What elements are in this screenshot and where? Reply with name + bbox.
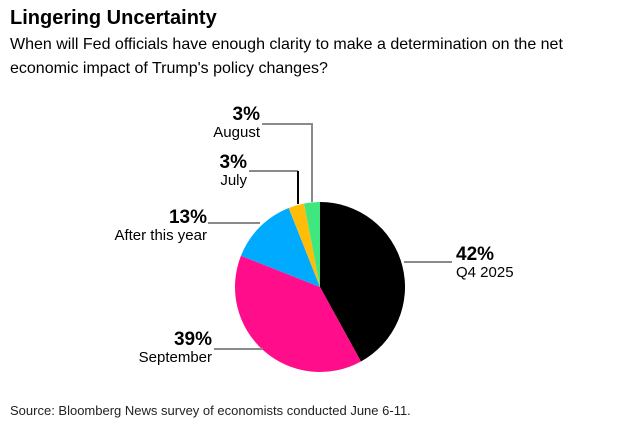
name-label: September bbox=[138, 349, 212, 366]
pct-label: 13% bbox=[168, 207, 207, 228]
leader-line-august bbox=[262, 123, 313, 202]
slice-label-september: 39% September bbox=[138, 329, 212, 367]
source-attribution: Source: Bloomberg News survey of economi… bbox=[10, 403, 411, 418]
pie-slice-q4-2025 bbox=[320, 202, 406, 362]
slice-label-july: 3% July bbox=[219, 152, 247, 190]
name-label: August bbox=[213, 124, 260, 141]
pct-label: 3% bbox=[219, 152, 247, 173]
pie-slice-july bbox=[288, 203, 320, 287]
pie-slice-after-this-year bbox=[240, 207, 320, 287]
chart-title: Lingering Uncertainty bbox=[10, 7, 217, 29]
slice-label-q4-2025: 42% Q4 2025 bbox=[456, 244, 514, 282]
slice-label-august: 3% August bbox=[213, 104, 260, 142]
name-label: After this year bbox=[114, 227, 207, 244]
pct-label: 39% bbox=[173, 329, 212, 350]
name-label: Q4 2025 bbox=[456, 264, 514, 281]
pct-label: 3% bbox=[232, 104, 260, 125]
pie-slices bbox=[234, 202, 406, 373]
pct-label: 42% bbox=[456, 244, 495, 265]
pie-slice-september bbox=[234, 255, 361, 373]
name-label: July bbox=[220, 172, 247, 189]
pie-slice-august bbox=[304, 202, 320, 287]
chart-subtitle: When will Fed officials have enough clar… bbox=[10, 36, 563, 77]
slice-label-after-this-year: 13% After this year bbox=[114, 207, 207, 245]
